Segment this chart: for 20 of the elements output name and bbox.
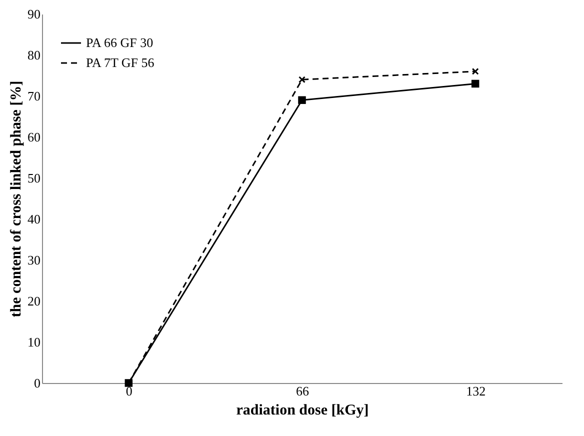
point bbox=[298, 96, 306, 104]
legend-label: PA 66 GF 30 bbox=[86, 35, 154, 50]
y-tick-label: 10 bbox=[28, 334, 40, 350]
y-tick-label: 50 bbox=[28, 170, 40, 186]
y-tick-label: 40 bbox=[28, 212, 40, 226]
y-tick-label: 20 bbox=[28, 294, 40, 308]
point bbox=[471, 80, 480, 88]
point bbox=[472, 68, 479, 75]
y-tick-label: 80 bbox=[28, 48, 40, 62]
x-tick-label: 66 bbox=[296, 384, 310, 398]
x-tick-label: 132 bbox=[466, 384, 486, 398]
y-tick-label: 90 bbox=[28, 6, 40, 22]
point bbox=[298, 76, 306, 84]
y-tick-label: 30 bbox=[28, 252, 40, 268]
y-axis-title: the content of cross linked phase [%] bbox=[8, 80, 24, 318]
x-axis-title: radiation dose [kGy] bbox=[236, 402, 369, 418]
legend-label: PA 7T GF 56 bbox=[86, 55, 155, 70]
y-tick-label: 70 bbox=[28, 88, 40, 104]
y-tick-label: 60 bbox=[28, 130, 40, 144]
x-tick-label: 0 bbox=[126, 384, 132, 398]
